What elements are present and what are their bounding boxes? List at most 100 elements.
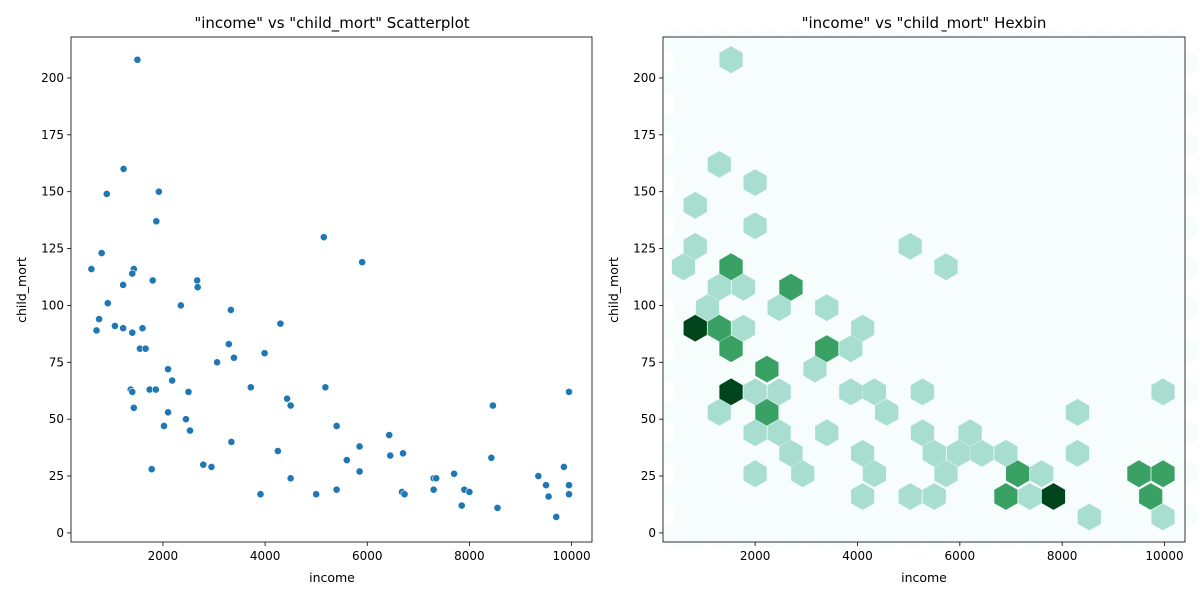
scatter-point	[542, 481, 550, 490]
hexbin-cell	[1127, 460, 1151, 488]
hexbin-cell	[767, 378, 791, 406]
hexbin-cell	[994, 483, 1018, 510]
scatter-point	[128, 328, 137, 337]
scatter-point	[95, 315, 103, 323]
scatter-point	[283, 394, 291, 403]
hexbin-cell	[779, 439, 803, 467]
hexbin-cell	[671, 253, 696, 281]
y-tick-label: 150	[633, 185, 656, 199]
hexbin-cell	[719, 378, 743, 406]
scatter-point	[92, 326, 101, 335]
hexbin-cell	[1151, 503, 1175, 531]
x-tick-label: 10000	[552, 549, 590, 563]
x-tick-label: 6000	[945, 549, 976, 563]
y-tick-label: 25	[641, 469, 656, 483]
scatter-point	[186, 426, 194, 435]
hexbin-cell	[922, 483, 946, 510]
x-tick-label: 6000	[352, 549, 383, 563]
scatter-point	[87, 265, 96, 273]
scatter-point	[342, 456, 351, 465]
hexbin-cell	[1139, 483, 1163, 510]
scatter-point	[151, 385, 160, 394]
scatter-point	[184, 387, 193, 396]
scatter-point	[246, 383, 255, 392]
scatter-point	[164, 408, 172, 417]
hexbin-title: "income" vs "child_mort" Hexbin	[802, 14, 1047, 33]
hexbin-cell	[683, 191, 707, 219]
hexbin-cell	[815, 294, 839, 322]
hexbin-cell	[743, 169, 767, 196]
scatter-point	[321, 383, 330, 392]
y-tick-label: 100	[633, 298, 656, 312]
scatter-point	[493, 503, 502, 512]
x-tick-label: 4000	[842, 549, 873, 563]
y-tick-label: 25	[49, 469, 64, 483]
hexbin-y-label: child_mort	[606, 257, 621, 323]
scatter-point	[199, 460, 208, 469]
y-tick-label: 200	[41, 71, 64, 85]
hexbin-cell	[910, 378, 935, 406]
hexbin-cell	[719, 46, 743, 74]
y-tick-label: 75	[49, 355, 64, 369]
y-tick-label: 175	[633, 128, 656, 142]
hexbin-cell	[1030, 460, 1054, 488]
x-tick-label: 4000	[250, 549, 281, 563]
hexbin-cell	[839, 335, 863, 363]
scatter-point	[355, 442, 364, 451]
scatter-point	[152, 217, 161, 226]
scatter-point	[332, 422, 341, 430]
y-tick-label: 150	[41, 185, 64, 199]
scatter-point	[432, 474, 441, 483]
hexbin-panel: "income" vs "child_mort" Hexbin income c…	[606, 14, 1198, 585]
scatter-point	[148, 276, 157, 285]
x-tick-label: 10000	[1145, 549, 1183, 563]
scatter-point	[226, 306, 235, 314]
scatter-point	[286, 474, 295, 483]
hexbin-cell	[731, 273, 755, 301]
hexbin-cell	[695, 294, 720, 322]
hexbin-cell	[851, 439, 875, 467]
scatter-point	[429, 485, 438, 494]
y-tick-label: 50	[49, 412, 64, 426]
scatter-point	[129, 403, 138, 412]
hexbin-cell	[803, 355, 827, 383]
y-tick-label: 175	[41, 128, 64, 142]
hexbin-cell	[1077, 503, 1101, 531]
x-tick-label: 2000	[740, 549, 771, 563]
scatter-point	[544, 492, 553, 501]
y-tick-label: 0	[648, 526, 656, 540]
scatter-point	[119, 165, 128, 173]
y-tick-label: 75	[641, 355, 656, 369]
hexbin-cell	[683, 232, 707, 260]
hexbin-cell	[743, 419, 767, 447]
scatter-point	[489, 401, 497, 410]
hexbin-cell	[862, 378, 886, 406]
scatter-point	[138, 324, 147, 333]
hexbin-bins	[671, 46, 1175, 531]
scatter-point	[128, 269, 137, 278]
x-tick-label: 2000	[148, 549, 179, 563]
scatter-point	[160, 422, 168, 430]
scatter-point	[111, 321, 119, 330]
hexbin-cell	[707, 273, 731, 301]
scatter-point	[193, 276, 202, 285]
hexbin-cell	[791, 460, 815, 488]
scatter-point	[487, 453, 496, 462]
hexbin-cell	[1065, 439, 1090, 467]
hexbin-x-label: income	[901, 570, 947, 585]
scatter-point	[332, 485, 341, 494]
hexbin-cell	[719, 335, 743, 363]
scatter-point	[552, 513, 561, 521]
hexbin-cell	[898, 483, 922, 510]
hexbin-cell	[875, 398, 899, 426]
scatter-title: "income" vs "child_mort" Scatterplot	[194, 14, 469, 33]
scatter-point	[312, 490, 321, 499]
scatter-point	[276, 319, 285, 328]
hexbin-cell	[1041, 483, 1066, 510]
scatter-point	[224, 340, 233, 348]
hexbin-cell	[683, 314, 707, 342]
hexbin-cell	[851, 314, 875, 342]
scatter-point	[358, 258, 367, 267]
hexbin-cell	[1018, 483, 1042, 510]
